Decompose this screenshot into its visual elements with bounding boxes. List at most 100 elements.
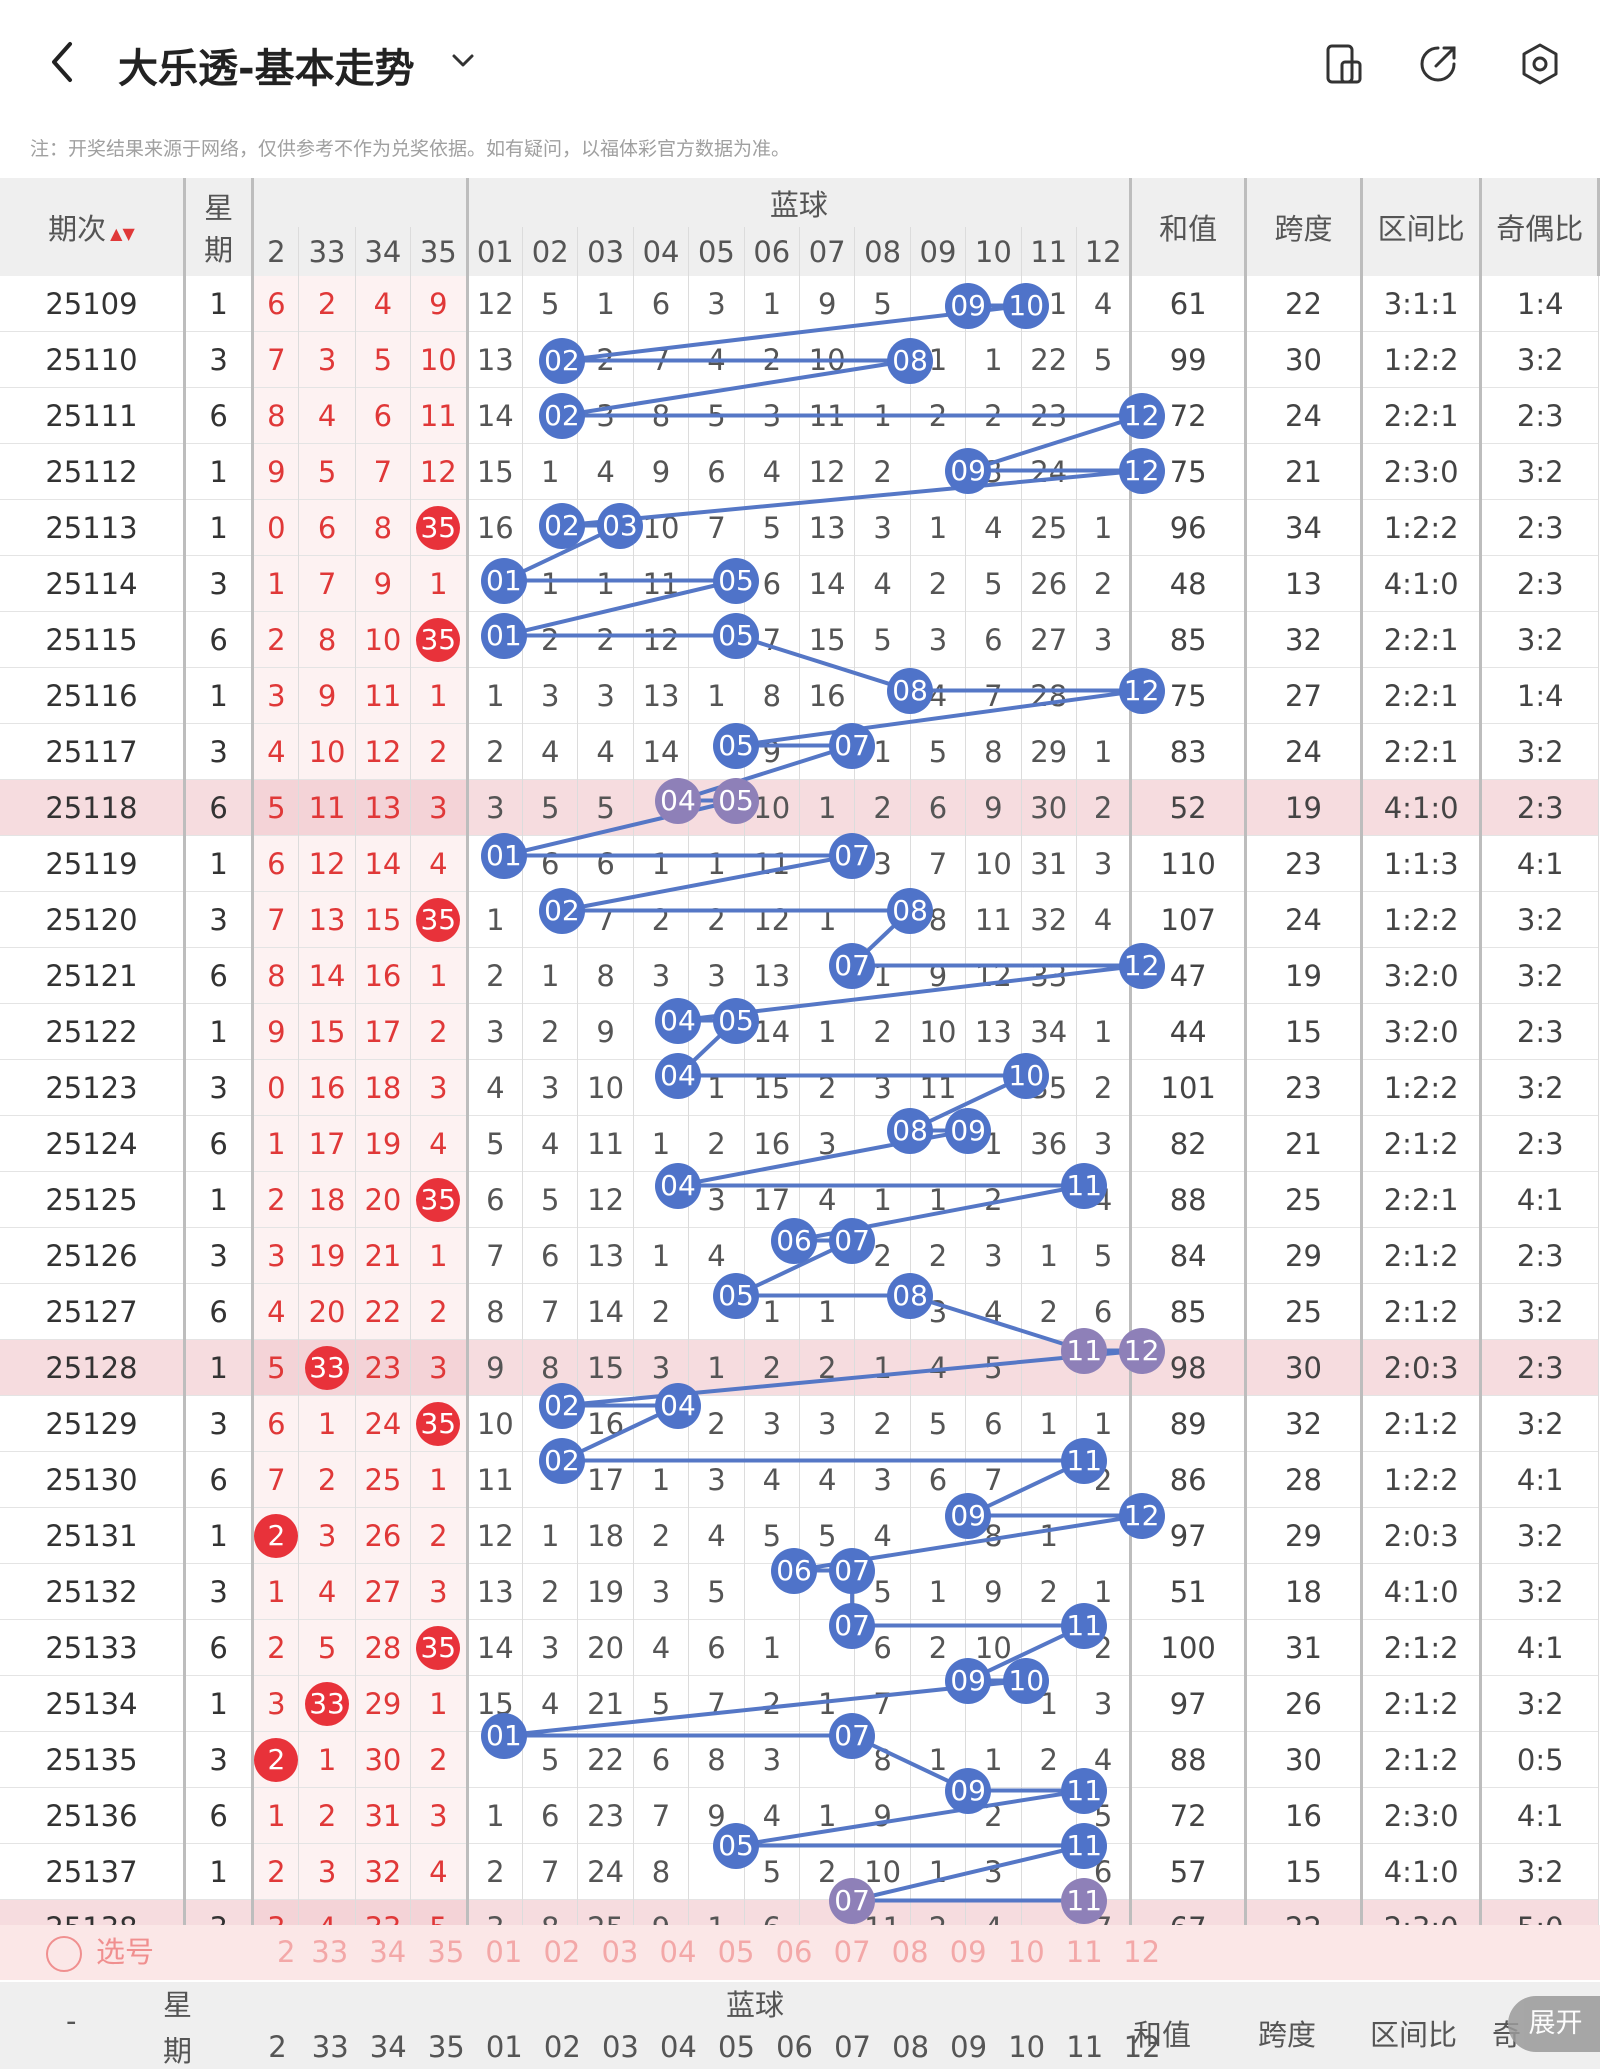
blue-group-header: 蓝球 [467, 178, 1133, 227]
table-row[interactable]: 25116 1 3 9 11 1 1 3 3 13 1 8 16 4 7 28 75 27 2:2:1 1:4 [0, 667, 1599, 724]
select-blue-ball[interactable]: 08 [891, 1935, 929, 1969]
table-row[interactable]: 25129 3 6 1 24 35 10 16 2 3 3 2 5 6 1 1 89 32 2:1:2 3:2 [0, 1395, 1599, 1452]
device-icon[interactable] [1320, 40, 1368, 88]
radio-circle-icon[interactable] [46, 1936, 82, 1972]
share-icon[interactable] [1414, 40, 1462, 88]
blue-cell: 5 [688, 1563, 745, 1620]
blue-cell: 22 [1021, 331, 1077, 388]
blue-cell: 2 [633, 1507, 690, 1564]
blue-cell: 8 [633, 387, 690, 444]
chevron-down-icon[interactable] [448, 46, 478, 76]
weekday-cell: 3 [184, 1563, 255, 1620]
period-cell: 25109 [0, 276, 186, 332]
table-row[interactable]: 251091624912516319521461223:1:11:4 [0, 276, 1599, 332]
select-red-ball[interactable]: 34 [369, 1935, 407, 1969]
sort-icon[interactable]: ▲▼ [110, 224, 135, 243]
table-row[interactable]: 25133 6 2 5 28 35 14 3 20 4 6 1 6 2 10 2 100 31 2:1:2 4:1 [0, 1619, 1599, 1676]
table-row[interactable]: 25119 1 6 12 14 4 6 6 1 1 11 3 7 10 31 3 110 23 1:1:3 4:1 [0, 835, 1599, 892]
blue-col-header: 04 [633, 227, 690, 276]
table-row[interactable]: 25121 6 8 14 16 1 2 1 8 3 3 13 1 9 12 33 47 19 3:2:0 3:2 [0, 947, 1599, 1004]
select-blue-ball[interactable]: 09 [949, 1935, 987, 1969]
blue-ball: 07 [829, 1602, 876, 1649]
table-row[interactable]: 25117 3 4 10 12 2 2 4 4 14 9 1 5 8 29 1 83 24 2:2:1 3:2 [0, 723, 1599, 780]
table-row[interactable]: 25110 3 7 3 5 10 13 2 7 4 2 10 1 1 22 5 99 30 1:2:2 3:2 [0, 331, 1599, 388]
red-cell: 33 [298, 1339, 356, 1396]
red-cell: 35 [410, 499, 469, 556]
span-cell: 16 [1245, 1787, 1363, 1844]
period-header[interactable]: 期次 ▲▼ [0, 178, 186, 276]
table-row[interactable]: 25118 6 5 11 13 3 3 5 5 10 1 2 6 9 30 2 52 19 4:1:0 2:3 [0, 779, 1599, 836]
table-row[interactable]: 25137 1 2 3 32 4 2 7 24 8 5 2 10 1 3 6 57 15 4:1:0 3:2 [0, 1843, 1599, 1900]
blue-cell: 2 [1076, 1059, 1133, 1116]
blue-col-header: 12 [1076, 227, 1133, 276]
table-row[interactable]: 25122 1 9 15 17 2 3 2 9 14 1 2 10 13 34 1 44 15 3:2:0 2:3 [0, 1003, 1599, 1060]
select-number-row[interactable]: 选号 2 33 34 35 01 02 03 04 05 06 07 08 09 10 11 12 [0, 1925, 1600, 1980]
table-row[interactable]: 25135 3 2 1 30 2 5 22 6 8 3 8 1 1 2 4 88 30 2:1:2 0:5 [0, 1731, 1599, 1788]
period-cell: 25135 [0, 1731, 186, 1788]
select-red-ball[interactable]: 35 [427, 1935, 465, 1969]
blue-cell: 3 [744, 387, 801, 444]
zone-cell: 2:2:1 [1361, 723, 1483, 780]
table-row[interactable]: 25113 1 0 6 8 35 16 10 7 5 13 3 1 4 25 1 96 34 1:2:2 2:3 [0, 499, 1599, 556]
table-row[interactable]: 25124 6 1 17 19 4 5 4 11 1 2 16 3 1 36 3 82 21 2:1:2 2:3 [0, 1115, 1599, 1172]
table-row[interactable]: 25134 1 3 33 29 1 15 4 21 5 7 2 1 7 1 3 97 26 2:1:2 3:2 [0, 1675, 1599, 1732]
blue-ball: 05 [713, 1272, 760, 1319]
expand-button[interactable]: 展开 [1508, 1996, 1600, 2052]
table-row[interactable]: 25136 6 1 2 31 3 1 6 23 7 9 4 1 9 2 5 72 16 2:3:0 4:1 [0, 1787, 1599, 1844]
period-label: 期次 [48, 212, 107, 246]
select-blue-ball[interactable]: 02 [543, 1935, 581, 1969]
table-row[interactable]: 25123 3 0 16 18 3 4 3 10 1 15 2 3 11 35 2 101 23 1:2:2 3:2 [0, 1059, 1599, 1116]
select-blue-ball[interactable]: 11 [1065, 1935, 1103, 1969]
blue-cell: 2 [965, 387, 1022, 444]
trend-table: 期次 ▲▼ 星期蓝球 和值 跨度 区间比 奇偶比 2 33 34 35 01 02 03 04 05 06 07 0… [0, 178, 1600, 1956]
red-cell: 14 [298, 947, 356, 1004]
blue-cell: 2 [799, 1339, 856, 1396]
table-row[interactable]: 25130 6 7 2 25 1 11 17 1 3 4 4 3 6 7 2 86 28 1:2:2 4:1 [0, 1451, 1599, 1508]
blue-ball: 04 [654, 1162, 701, 1209]
blue-cell: 20 [577, 1619, 634, 1676]
select-blue-ball[interactable]: 06 [775, 1935, 813, 1969]
red-cell: 33 [298, 1675, 356, 1732]
blue-cell: 2 [633, 1283, 690, 1340]
blue-ball: 07 [829, 1877, 876, 1924]
select-blue-ball[interactable]: 05 [717, 1935, 755, 1969]
select-blue-ball[interactable]: 12 [1123, 1935, 1161, 1969]
period-cell: 25125 [0, 1171, 186, 1228]
zone-cell: 2:3:0 [1361, 443, 1483, 500]
red-cell: 28 [355, 1619, 412, 1676]
oddeven-cell: 2:3 [1480, 1339, 1599, 1396]
table-row[interactable]: 25114 3 1 7 9 1 1 1 11 6 14 4 2 5 26 2 48 13 4:1:0 2:3 [0, 555, 1599, 612]
select-red-ball[interactable]: 2 [277, 1935, 296, 1969]
red-cell: 4 [355, 276, 412, 332]
table-row[interactable]: 25120 3 7 13 15 35 1 7 2 2 12 1 8 11 32 4 107 24 1:2:2 3:2 [0, 891, 1599, 948]
table-row[interactable]: 25127 6 4 20 22 2 8 7 14 2 1 1 3 4 2 6 85 25 2:1:2 3:2 [0, 1283, 1599, 1340]
page-title[interactable]: 大乐透-基本走势 [118, 46, 415, 92]
blue-cell: 15 [577, 1339, 634, 1396]
select-blue-ball[interactable]: 03 [601, 1935, 639, 1969]
blue-cell: 15 [799, 611, 856, 668]
select-blue-ball[interactable]: 01 [485, 1935, 523, 1969]
back-icon[interactable] [40, 38, 88, 86]
blue-cell: 2 [854, 1395, 911, 1452]
blue-cell: 1 [688, 1339, 745, 1396]
settings-icon[interactable] [1516, 40, 1564, 88]
blue-col-header: 08 [854, 227, 911, 276]
select-label[interactable]: 选号 [46, 1925, 154, 1980]
blue-cell: 4 [744, 1451, 801, 1508]
select-blue-ball[interactable]: 04 [659, 1935, 697, 1969]
table-row[interactable]: 25115 6 2 8 10 35 2 2 12 7 15 5 3 6 27 3 85 32 2:2:1 3:2 [0, 611, 1599, 668]
select-blue-ball[interactable]: 10 [1007, 1935, 1045, 1969]
select-red-ball[interactable]: 33 [311, 1935, 349, 1969]
table-row[interactable]: 25128 1 5 33 23 3 9 8 15 3 1 2 2 1 4 5 98 30 2:0:3 2:3 [0, 1339, 1599, 1396]
blue-ball: 07 [829, 1712, 876, 1759]
table-row[interactable]: 25111 6 8 4 6 11 14 3 8 5 3 11 1 2 2 23 72 24 2:2:1 2:3 [0, 387, 1599, 444]
table-row[interactable]: 25112 1 9 5 7 12 15 1 4 9 6 4 12 2 3 24 75 21 2:3:0 3:2 [0, 443, 1599, 500]
blue-ball: 07 [829, 832, 876, 879]
footer-weekday-bottom: 期 [163, 2034, 193, 2068]
blue-cell: 14 [799, 555, 856, 612]
period-cell: 25117 [0, 723, 186, 780]
select-blue-ball[interactable]: 07 [833, 1935, 871, 1969]
blue-ball: 10 [1003, 1657, 1050, 1704]
blue-ball: 04 [654, 777, 701, 824]
blue-cell: 7 [467, 1227, 524, 1284]
